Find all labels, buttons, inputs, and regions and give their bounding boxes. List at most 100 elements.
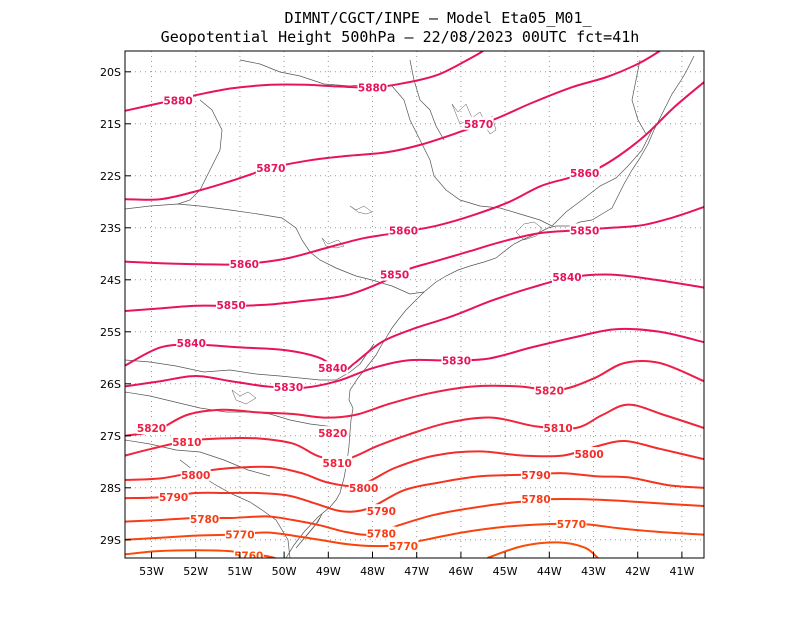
x-tick-label: 52W [183,565,208,578]
axis-ticks: 53W 52W 51W 50W 49W 48W 47W 46W 45W 44W 43W 42W 41W 2… [100,66,694,578]
contour-label-5800: 5800 [349,483,378,495]
x-tick-label: 53W [139,565,164,578]
contour-label-5790: 5790 [367,506,396,518]
lat-lon-grid [125,51,704,558]
y-tick-label: 27S [100,430,121,443]
contour-label-bg [543,421,574,434]
contour-label-bg [534,383,565,397]
x-tick-label: 49W [316,565,341,578]
contour-label-bg [322,455,353,469]
y-tick-label: 21S [100,118,121,131]
contour-label-bg [216,297,247,311]
contour-label-5830: 5830 [274,382,303,394]
lagoon-patos [295,513,323,549]
contour-label-bg [388,539,419,553]
contour-label-bg [189,512,220,525]
contour-label-5860: 5860 [389,225,418,237]
contour-label-bg [357,80,388,94]
contour-5790 [125,472,704,513]
x-tick-label: 45W [493,565,518,578]
contour-label-5770: 5770 [225,530,254,542]
y-tick-label: 23S [100,222,121,235]
contour-label-bg [521,467,552,481]
contour-label-bg [463,116,494,130]
contour-label-5860: 5860 [570,168,599,180]
contour-label-5870: 5870 [464,119,493,131]
contour-label-5850: 5850 [570,225,599,237]
contour-lines [125,51,704,558]
contour-5800 [125,439,704,488]
contour-label-bg [551,270,582,284]
contour-label-5790: 5790 [521,470,550,482]
contour-label-5800: 5800 [181,470,210,482]
x-tick-label: 41W [669,565,694,578]
contour-label-bg [171,435,202,449]
contour-label-5860: 5860 [230,259,259,271]
border-mg-es [631,59,647,135]
coastline [285,55,695,558]
contour-label-5800: 5800 [574,449,603,461]
y-tick-label: 26S [100,378,121,391]
x-tick-label: 42W [625,565,650,578]
contour-label-bg [556,517,587,531]
reservoir [515,221,543,241]
contour-label-bg [379,267,410,281]
y-tick-label: 24S [100,274,121,287]
y-tick-label: 25S [100,326,121,339]
contour-label-5840: 5840 [552,272,581,284]
plot-frame [124,50,705,559]
contour-label-5790: 5790 [159,492,188,504]
contour-label-bg [180,467,211,481]
contour-5870 [125,51,661,201]
contour-label-5780: 5780 [367,529,396,541]
contour-label-5870: 5870 [256,163,285,175]
contour-label-bg [441,353,472,367]
contour-label-5840: 5840 [318,363,347,375]
contour-label-bg [273,379,304,393]
contour-label-5880: 5880 [163,95,192,107]
contour-label-5820: 5820 [137,423,166,435]
x-tick-label: 46W [448,565,473,578]
contour-label-bg [569,166,600,180]
contour-labels: 5880 5880 5870 5870 5860 5860 5860 5850 5850 5850… [136,80,605,562]
contour-label-bg [317,361,348,375]
title-line-2: Geopotential Height 500hPa – 22/08/2023 … [161,28,640,46]
contour-5840 [125,273,704,372]
contour-label-5760: 5760 [234,550,263,562]
contour-label-5850: 5850 [380,270,409,282]
contour-label-5810: 5810 [172,437,201,449]
coastline-and-borders [125,55,695,558]
y-tick-label: 22S [100,170,121,183]
contour-label-5820: 5820 [318,428,347,440]
contour-label-bg [569,223,600,237]
border-pr-sc [125,343,375,381]
contour-label-5770: 5770 [389,541,418,553]
contour-label-bg [176,336,207,350]
contour-label-5840: 5840 [177,338,206,350]
reservoir [349,205,373,215]
contour-label-bg [366,504,397,518]
contour-label-5780: 5780 [190,514,219,526]
contour-label-bg [255,161,286,174]
y-tick-label: 28S [100,482,121,495]
contour-label-5830: 5830 [442,355,471,367]
contour-label-bg [158,490,189,504]
x-tick-label: 51W [227,565,252,578]
contour-label-5770: 5770 [557,519,586,531]
contour-label-bg [317,426,348,440]
contour-label-bg [163,93,194,107]
contour-label-bg [366,526,397,540]
contour-label-5820: 5820 [535,386,564,398]
border-mg-rj [551,129,653,227]
reservoir [321,237,345,249]
contour-label-bg [574,447,605,460]
y-tick-label: 29S [100,534,121,547]
border-inner-1 [409,59,445,141]
x-tick-label: 43W [581,565,606,578]
contour-5810 [125,403,704,461]
contour-label-5880: 5880 [358,82,387,94]
x-tick-label: 48W [360,565,385,578]
border-west [177,99,223,205]
contour-label-5810: 5810 [323,458,352,470]
